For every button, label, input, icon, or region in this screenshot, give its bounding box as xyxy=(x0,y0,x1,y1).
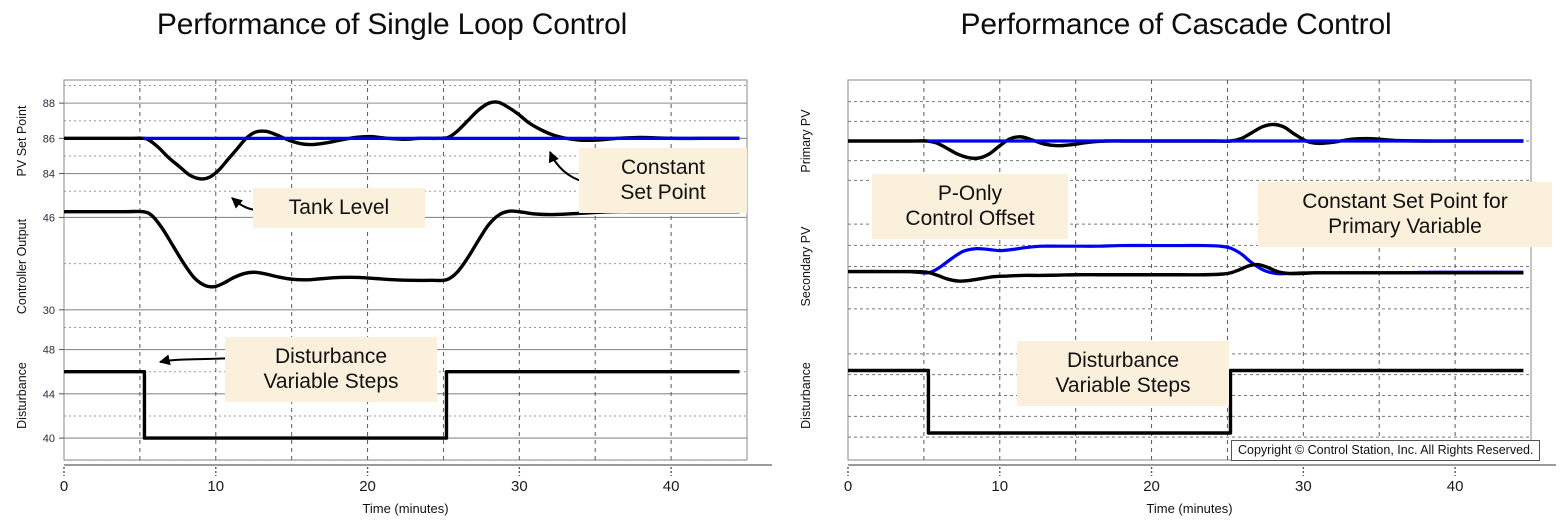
series-group-secondary-pv xyxy=(847,243,1524,283)
x-tick-label: 0 xyxy=(60,478,68,495)
x-axis-label: Time (minutes) xyxy=(362,501,448,516)
y-tick-label: 40 xyxy=(43,433,55,445)
arrow-disturbance-steps xyxy=(158,354,233,366)
callout-line: Variable Steps xyxy=(263,370,399,393)
y-tick-label: 48 xyxy=(43,345,55,357)
x-tick-label: 30 xyxy=(511,478,528,495)
trend-line-disturbance xyxy=(64,370,740,440)
callout-tank-level: Tank Level xyxy=(253,188,425,228)
x-tick-label: 40 xyxy=(663,478,680,495)
callout-line: Disturbance xyxy=(274,345,388,368)
y-axis-group-label-pv-set-point: PV Set Point xyxy=(15,105,29,176)
y-axis-group-label-disturbance: Disturbance xyxy=(799,362,813,429)
callout-constant-set-point: Constant Set Point xyxy=(579,148,747,213)
callout-constant-set-point-primary: Constant Set Point for Primary Variable xyxy=(1258,182,1552,247)
callout-line: Set Point xyxy=(620,181,706,204)
y-tick-label: 46 xyxy=(43,212,55,224)
callout-line: Constant Set Point for xyxy=(1302,190,1508,213)
series-group-primary-pv xyxy=(847,122,1524,161)
callout-disturbance-variable-steps: Disturbance Variable Steps xyxy=(1017,341,1229,406)
callout-disturbance-variable-steps: Disturbance Variable Steps xyxy=(225,337,437,402)
y-axis-group-label-controller-output: Controller Output xyxy=(15,218,29,314)
x-tick-label: 20 xyxy=(359,478,376,495)
x-tick-label: 10 xyxy=(991,478,1008,495)
y-tick-label: 84 xyxy=(43,169,55,181)
page-title-cascade: Performance of Cascade Control xyxy=(960,8,1392,41)
x-tick-label: 20 xyxy=(1143,478,1160,495)
y-axis-group-label-disturbance: Disturbance xyxy=(15,362,29,429)
y-tick-label: 88 xyxy=(43,98,55,110)
callout-line: Variable Steps xyxy=(1055,374,1191,397)
page-title-single-loop: Performance of Single Loop Control xyxy=(156,8,628,41)
callout-line: Primary Variable xyxy=(1328,215,1482,238)
chart-single-loop-control: 88 86 84 46 30 48 44 40 PV Set Point Controller O… xyxy=(15,79,772,516)
copyright-notice: Copyright © Control Station, Inc. All Ri… xyxy=(1231,440,1541,461)
callout-line: Tank Level xyxy=(288,196,390,219)
y-tick-label: 44 xyxy=(43,389,55,401)
y-axis-group-label-primary-pv: Primary PV xyxy=(799,109,813,173)
callout-p-only-control-offset: P-Only Control Offset xyxy=(872,174,1068,239)
y-tick-label: 86 xyxy=(43,133,55,145)
trend-line-controller-output xyxy=(63,209,740,289)
x-tick-label: 40 xyxy=(1447,478,1464,495)
x-tick-label: 30 xyxy=(1295,478,1312,495)
callout-line: Constant xyxy=(620,156,706,179)
series-group-pv-set-point xyxy=(64,100,740,181)
trend-line-secondary-pv xyxy=(847,262,1524,283)
x-tick-label: 0 xyxy=(844,478,852,495)
y-tick-label: 30 xyxy=(43,305,55,317)
panel-cascade-control: Performance of Cascade Control Primary P… xyxy=(784,0,1568,528)
callout-line: P-Only xyxy=(937,182,1003,205)
panel-single-loop-control: Performance of Single Loop Control 88 86 8… xyxy=(15,8,772,516)
series-group-controller-output xyxy=(63,209,740,289)
x-axis-label: Time (minutes) xyxy=(1146,501,1232,516)
x-tick-label: 10 xyxy=(207,478,224,495)
trend-line-disturbance xyxy=(848,368,1524,435)
callout-line: Control Offset xyxy=(905,207,1035,230)
series-group-disturbance xyxy=(64,370,740,440)
series-group-disturbance xyxy=(848,368,1524,435)
callout-line: Disturbance xyxy=(1066,349,1180,372)
y-axis-group-label-secondary-pv: Secondary PV xyxy=(799,226,813,307)
